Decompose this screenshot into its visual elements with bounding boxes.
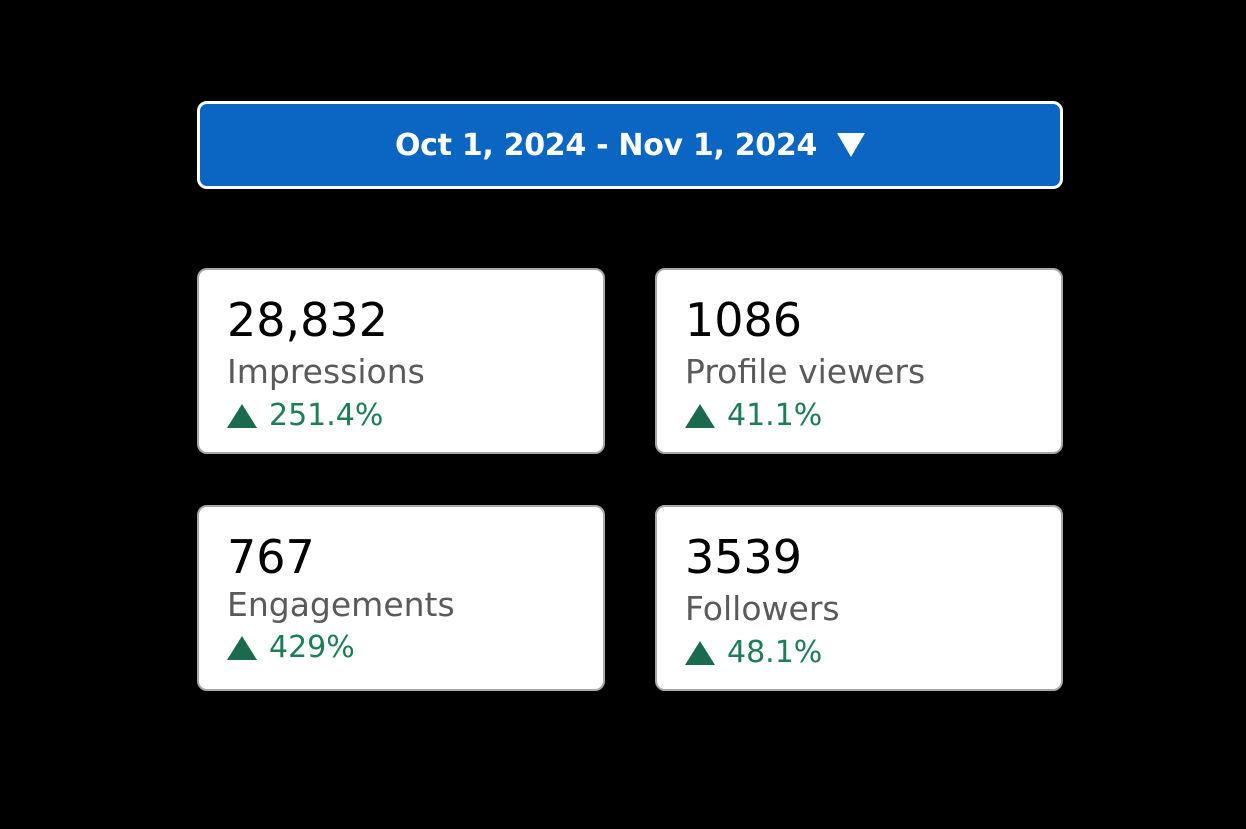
metric-card-profile-viewers[interactable]: 1086 Profile viewers 41.1% [655,268,1063,454]
triangle-up-icon [227,636,257,660]
metric-value: 767 [227,530,315,584]
date-range-button[interactable]: Oct 1, 2024 - Nov 1, 2024 [197,101,1063,189]
metric-change-value: 41.1% [727,398,823,433]
metric-change-value: 251.4% [269,398,384,433]
metric-change-value: 429% [269,630,355,665]
metric-label: Impressions [227,352,425,391]
triangle-up-icon [685,404,715,428]
metric-change: 251.4% [227,398,383,434]
metric-value: 3539 [685,530,803,584]
metric-label: Profile viewers [685,352,926,391]
date-range-label: Oct 1, 2024 - Nov 1, 2024 [394,127,818,163]
metric-value: 28,832 [227,293,388,347]
metric-label: Engagements [227,585,455,624]
triangle-up-icon [227,404,257,428]
caret-down-icon [837,133,866,157]
metric-card-followers[interactable]: 3539 Followers 48.1% [655,505,1063,691]
triangle-up-icon [685,641,715,665]
metric-change: 41.1% [685,398,822,434]
metric-change: 429% [227,630,355,666]
metric-value: 1086 [685,293,803,347]
metric-card-impressions[interactable]: 28,832 Impressions 251.4% [197,268,605,454]
metric-change-value: 48.1% [727,635,823,670]
metric-change: 48.1% [685,635,822,671]
metric-label: Followers [685,589,840,628]
metric-card-engagements[interactable]: 767 Engagements 429% [197,505,605,691]
